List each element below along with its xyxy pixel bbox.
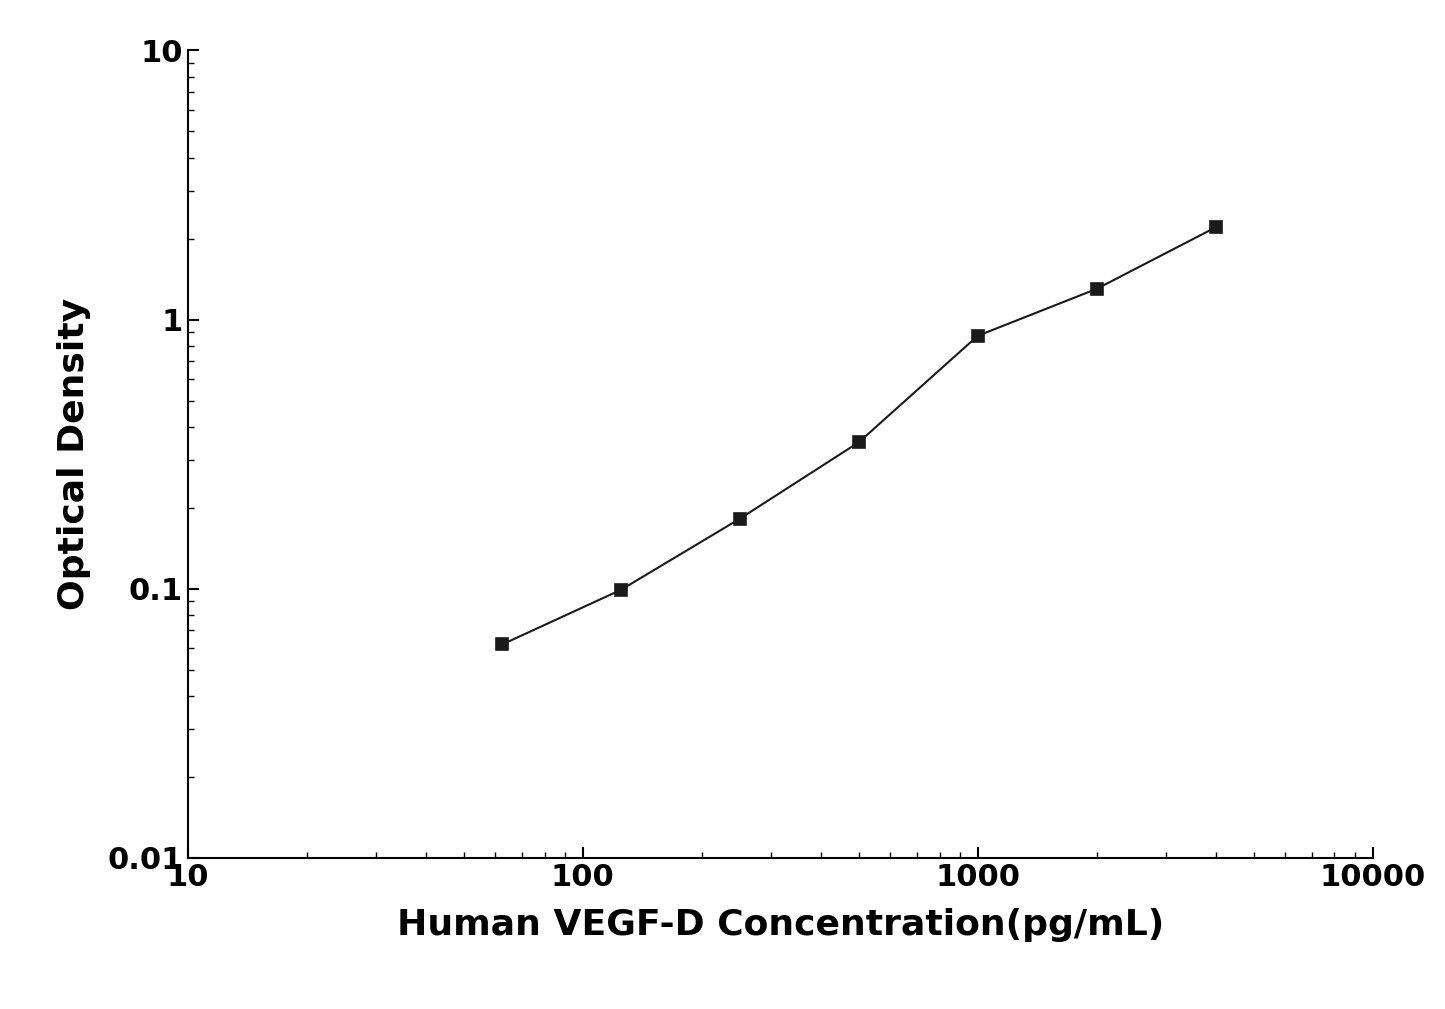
X-axis label: Human VEGF-D Concentration(pg/mL): Human VEGF-D Concentration(pg/mL) bbox=[397, 908, 1163, 942]
Y-axis label: Optical Density: Optical Density bbox=[56, 298, 91, 610]
